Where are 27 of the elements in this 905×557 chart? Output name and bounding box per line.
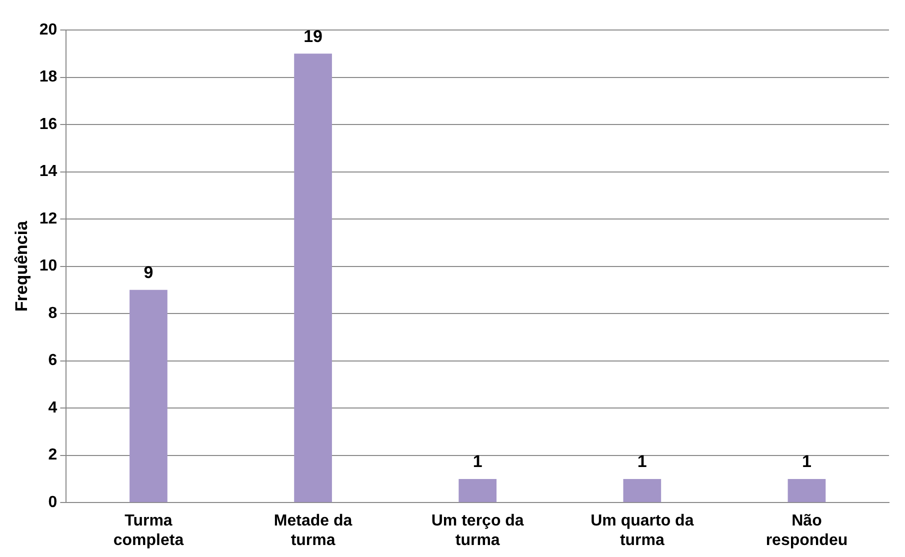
data-label: 1 — [472, 452, 482, 472]
x-tick-label: Um terço da turma — [431, 512, 524, 549]
bar — [294, 54, 332, 502]
x-tick-label: Turma completa — [113, 512, 184, 549]
y-tick-label: 6 — [48, 352, 58, 370]
y-tick-label: 4 — [48, 399, 58, 416]
y-tick-label: 10 — [39, 258, 58, 275]
x-tick-label: Não respondeu — [766, 512, 848, 549]
x-tick-label: Um quarto da turma — [590, 512, 694, 549]
bar — [458, 478, 497, 502]
data-label: 19 — [304, 26, 322, 46]
y-tick-label: 0 — [48, 494, 58, 512]
data-label: 9 — [144, 263, 154, 282]
data-label: 1 — [802, 452, 812, 472]
y-tick-label: 2 — [48, 446, 58, 464]
y-tick-label: 12 — [39, 210, 58, 228]
data-label: 1 — [637, 452, 647, 472]
x-tick-label: Metade da turma — [274, 512, 352, 549]
y-tick-label: 18 — [39, 68, 58, 86]
y-tick-label: 20 — [39, 21, 58, 38]
y-tick-label: 14 — [39, 163, 58, 180]
bar — [788, 478, 826, 502]
y-tick-label: 8 — [48, 304, 58, 322]
y-tick-label: 16 — [39, 116, 58, 133]
bar — [623, 478, 662, 502]
bar — [130, 290, 168, 502]
y-axis-title: Frequência — [12, 220, 31, 312]
